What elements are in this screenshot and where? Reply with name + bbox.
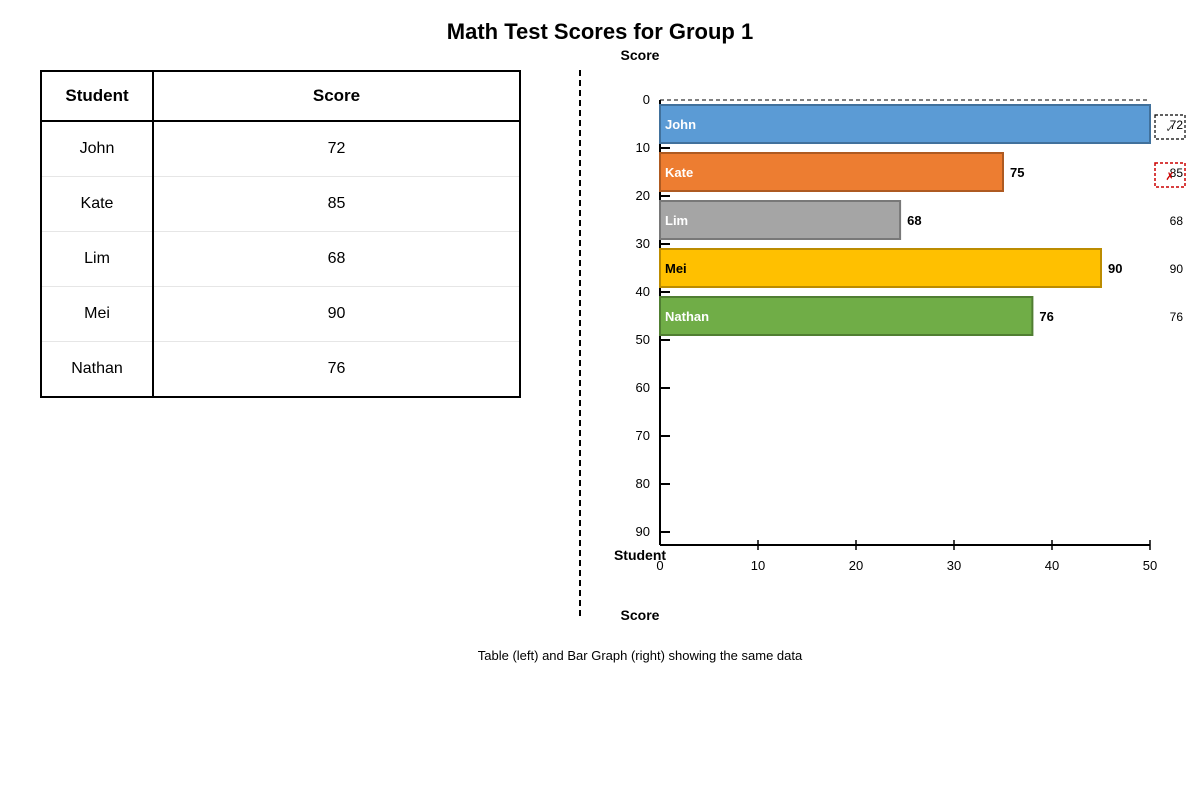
- cell-student: Mei: [41, 286, 154, 342]
- table-row: Lim 68: [41, 231, 520, 287]
- score-table: Student Score John 72 Kate 85 Lim 68 Mei…: [40, 70, 521, 398]
- bar-category-label: John: [665, 117, 696, 132]
- bar-category-label: Nathan: [665, 309, 709, 324]
- right-value-label: 68: [1170, 214, 1184, 228]
- annotation-box-highlight: [1154, 162, 1186, 188]
- bar-category-label: Mei: [665, 261, 687, 276]
- cell-student: Nathan: [41, 341, 154, 397]
- x-tick-label: 10: [751, 558, 765, 573]
- y-tick-label: 80: [636, 476, 650, 491]
- cell-student: John: [41, 121, 154, 177]
- bar-value-label: 75: [1010, 165, 1024, 180]
- panel-divider: [579, 70, 581, 616]
- bar-category-label: Lim: [665, 213, 688, 228]
- x-tick-label: 40: [1045, 558, 1059, 573]
- x-axis-label: Score: [621, 607, 660, 623]
- bar-value-label: 68: [907, 213, 921, 228]
- y-tick-label: 0: [643, 92, 650, 107]
- bar: [659, 296, 1034, 336]
- bar-category-label: Kate: [665, 165, 693, 180]
- check-mark-icon: ✓: [1165, 123, 1174, 135]
- table-row: Nathan 76: [41, 341, 520, 397]
- table-row: Mei 90: [41, 286, 520, 342]
- cross-mark-icon: ✗: [1165, 171, 1174, 183]
- right-value-label: 85: [1170, 166, 1184, 180]
- bar-value-label: 90: [1108, 261, 1122, 276]
- y-tick-label: 60: [636, 380, 650, 395]
- x-tick-label: 20: [849, 558, 863, 573]
- header-student: Student: [41, 71, 154, 122]
- bar: [659, 248, 1102, 288]
- table-row: John 72: [41, 121, 520, 177]
- bar-value-label: 76: [1039, 309, 1053, 324]
- y-axis-label: Student: [614, 547, 666, 563]
- y-tick-label: 10: [636, 140, 650, 155]
- cell-score: 85: [153, 176, 520, 232]
- y-tick-label: 90: [636, 524, 650, 539]
- cell-score: 68: [153, 231, 520, 287]
- y-tick-label: 70: [636, 428, 650, 443]
- cell-student: Lim: [41, 231, 154, 287]
- x-tick-label: 50: [1143, 558, 1157, 573]
- x-tick-label: 0: [656, 558, 663, 573]
- chart-title: Math Test Scores for Group 1: [446, 19, 754, 44]
- cell-score: 72: [153, 121, 520, 177]
- right-value-label: 72: [1170, 118, 1184, 132]
- cell-score: 90: [153, 286, 520, 342]
- x-tick-label: 30: [947, 558, 961, 573]
- y-tick-label: 30: [636, 236, 650, 251]
- y-tick-label: 20: [636, 188, 650, 203]
- chart-top-label: Score: [621, 47, 660, 63]
- header-score: Score: [153, 71, 520, 122]
- right-value-label: 90: [1170, 262, 1184, 276]
- y-tick-label: 40: [636, 284, 650, 299]
- figure-caption: Table (left) and Bar Graph (right) showi…: [477, 648, 803, 663]
- annotation-box: [1154, 114, 1186, 140]
- cell-score: 76: [327, 360, 346, 377]
- bar: [659, 152, 1004, 192]
- bar: [659, 200, 902, 240]
- cell-student: Kate: [41, 176, 154, 232]
- y-tick-label: 50: [636, 332, 650, 347]
- right-value-label: 76: [1170, 310, 1184, 324]
- table-header-row: Student Score: [41, 71, 520, 122]
- table-row: Kate 85: [41, 176, 520, 232]
- bar: [659, 104, 1151, 144]
